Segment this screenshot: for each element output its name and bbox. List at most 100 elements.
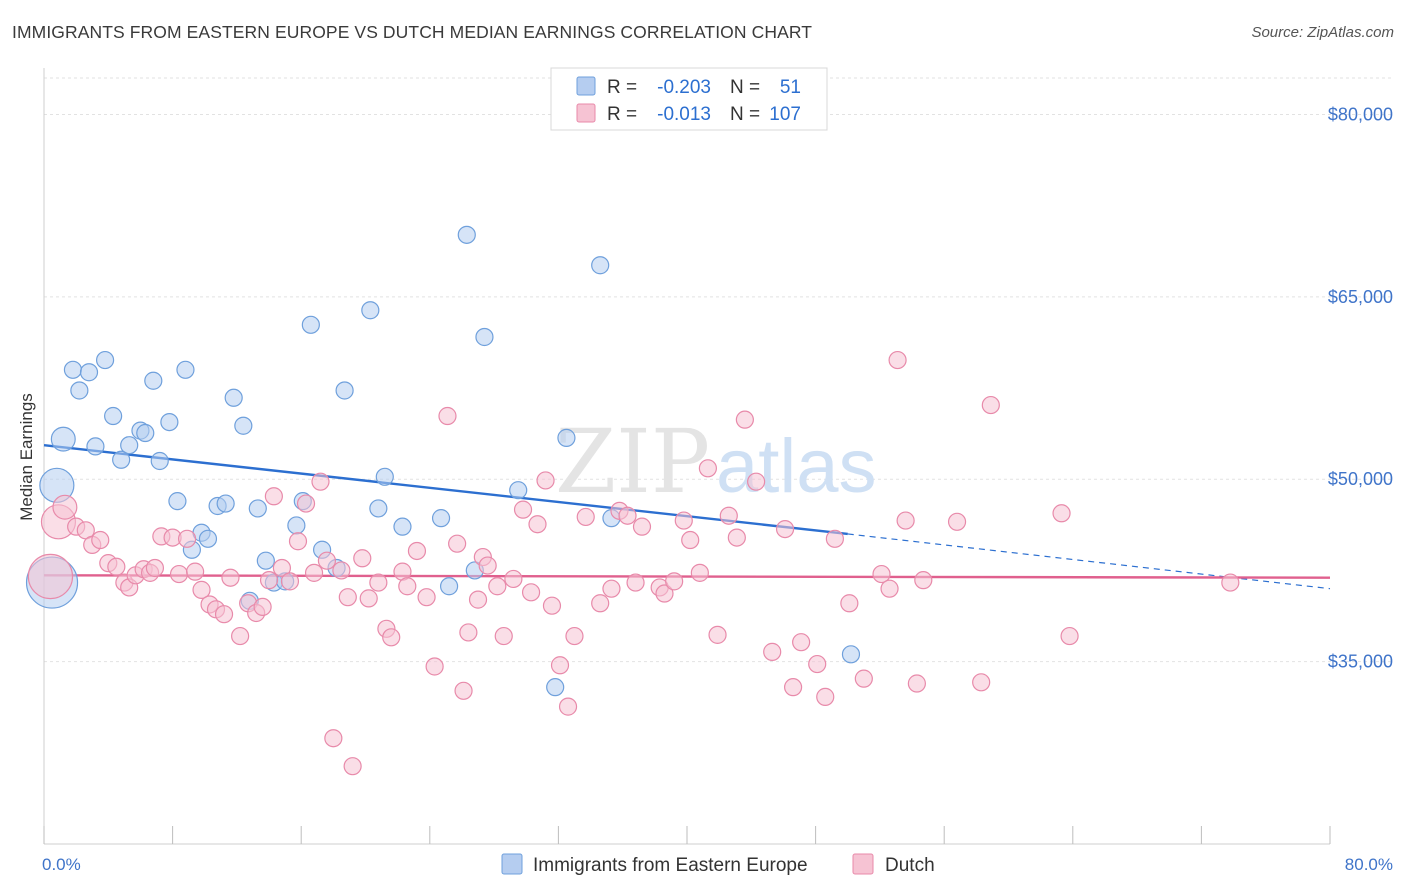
- point-dutch-28: [253, 597, 272, 617]
- point-dutch-63: [521, 583, 541, 602]
- point-dutch-75: [626, 573, 645, 592]
- point-immigrants-46: [546, 678, 565, 697]
- gridlines: [44, 77, 1393, 663]
- point-immigrants-30: [287, 516, 306, 535]
- trend-line-dutch: [43, 574, 1331, 579]
- point-immigrants-2: [50, 426, 76, 452]
- legend-bottom-label-immigrants: Immigrants from Eastern Europe: [533, 855, 808, 876]
- legend-r-value-2: -0.013: [657, 104, 711, 125]
- point-immigrants-12: [136, 423, 155, 443]
- stats-legend: R = -0.203 N = 51 R = -0.013 N = 107: [550, 67, 828, 131]
- legend-r-label-2: R =: [607, 104, 637, 125]
- watermark-atlas: atlas: [716, 424, 877, 509]
- point-dutch-79: [665, 572, 684, 591]
- point-immigrants-7: [95, 350, 115, 370]
- point-dutch-61: [504, 569, 523, 589]
- point-immigrants-17: [176, 360, 195, 379]
- point-dutch-70: [576, 507, 595, 527]
- point-dutch-49: [407, 541, 427, 561]
- point-dutch-43: [359, 589, 378, 608]
- point-dutch-24: [221, 568, 240, 587]
- data-points: [25, 225, 1240, 776]
- point-dutch-41: [343, 757, 362, 776]
- point-dutch-30: [264, 487, 283, 506]
- point-dutch-42: [353, 549, 372, 568]
- legend-swatch-immigrants: [576, 76, 596, 96]
- point-dutch-109: [1221, 573, 1240, 592]
- point-dutch-51: [425, 657, 444, 676]
- point-dutch-52: [438, 406, 457, 426]
- point-dutch-32: [280, 572, 300, 591]
- point-immigrants-27: [256, 551, 275, 570]
- point-dutch-36: [311, 472, 330, 491]
- point-immigrants-38: [375, 467, 394, 486]
- point-dutch-56: [468, 590, 488, 609]
- point-dutch-35: [304, 563, 324, 582]
- legend-bottom-swatch-dutch: [852, 853, 874, 875]
- point-immigrants-9: [112, 450, 131, 469]
- y-tick-label-2: $65,000: [1328, 287, 1393, 307]
- point-dutch-98: [872, 564, 891, 584]
- point-immigrants-23: [224, 388, 243, 407]
- watermark: ZIP atlas: [555, 410, 877, 513]
- point-immigrants-24: [234, 416, 253, 435]
- point-immigrants-8: [104, 406, 123, 426]
- point-immigrants-36: [361, 301, 380, 320]
- point-immigrants-16: [168, 492, 187, 511]
- point-dutch-55: [459, 623, 478, 642]
- point-dutch-74: [618, 506, 637, 525]
- point-dutch-92: [792, 633, 811, 652]
- point-dutch-60: [494, 626, 513, 646]
- point-dutch-17: [169, 564, 189, 584]
- point-immigrants-45: [509, 481, 528, 500]
- point-dutch-54: [454, 681, 473, 700]
- point-dutch-80: [674, 511, 693, 530]
- point-dutch-19: [186, 562, 205, 581]
- point-immigrants-14: [150, 451, 169, 471]
- point-immigrants-48: [591, 256, 610, 275]
- point-dutch-89: [763, 642, 782, 661]
- y-tick-label-0: $35,000: [1328, 652, 1393, 672]
- point-dutch-0: [27, 553, 74, 600]
- point-dutch-107: [1052, 504, 1071, 523]
- point-dutch-2: [52, 494, 78, 520]
- point-dutch-25: [231, 626, 250, 646]
- point-dutch-53: [448, 534, 467, 553]
- x-tick-labels: 0.0% 80.0%: [42, 855, 1393, 874]
- point-immigrants-20: [198, 529, 218, 548]
- point-dutch-100: [888, 350, 907, 370]
- legend-n-label-2: N =: [730, 104, 760, 125]
- point-dutch-69: [565, 626, 584, 646]
- point-dutch-106: [981, 395, 1000, 415]
- point-dutch-95: [825, 529, 844, 548]
- point-dutch-40: [338, 588, 357, 607]
- point-dutch-34: [296, 494, 316, 513]
- point-immigrants-3: [63, 360, 83, 379]
- point-immigrants-44: [475, 327, 494, 347]
- legend-bottom-swatch-immigrants: [501, 853, 523, 875]
- point-dutch-104: [947, 512, 967, 531]
- legend-n-label-1: N =: [730, 77, 760, 98]
- point-dutch-44: [369, 573, 388, 592]
- point-dutch-108: [1060, 626, 1079, 646]
- point-dutch-96: [840, 594, 859, 613]
- point-dutch-91: [783, 678, 803, 697]
- point-dutch-99: [880, 579, 899, 598]
- point-immigrants-41: [439, 577, 459, 596]
- point-dutch-83: [698, 459, 717, 478]
- point-dutch-94: [816, 687, 835, 706]
- point-dutch-90: [775, 519, 795, 539]
- point-dutch-66: [542, 596, 562, 615]
- point-dutch-84: [708, 625, 727, 644]
- point-dutch-58: [478, 556, 497, 575]
- point-dutch-38: [324, 729, 343, 748]
- point-immigrants-22: [216, 494, 235, 513]
- point-dutch-85: [719, 506, 738, 525]
- chart-source: Source: ZipAtlas.com: [1251, 24, 1394, 41]
- point-immigrants-47: [557, 428, 576, 447]
- point-immigrants-4: [70, 381, 89, 400]
- point-immigrants-26: [248, 499, 267, 518]
- point-dutch-46: [382, 628, 401, 647]
- x-tick-label-max: 80.0%: [1345, 855, 1393, 874]
- point-immigrants-40: [431, 509, 451, 528]
